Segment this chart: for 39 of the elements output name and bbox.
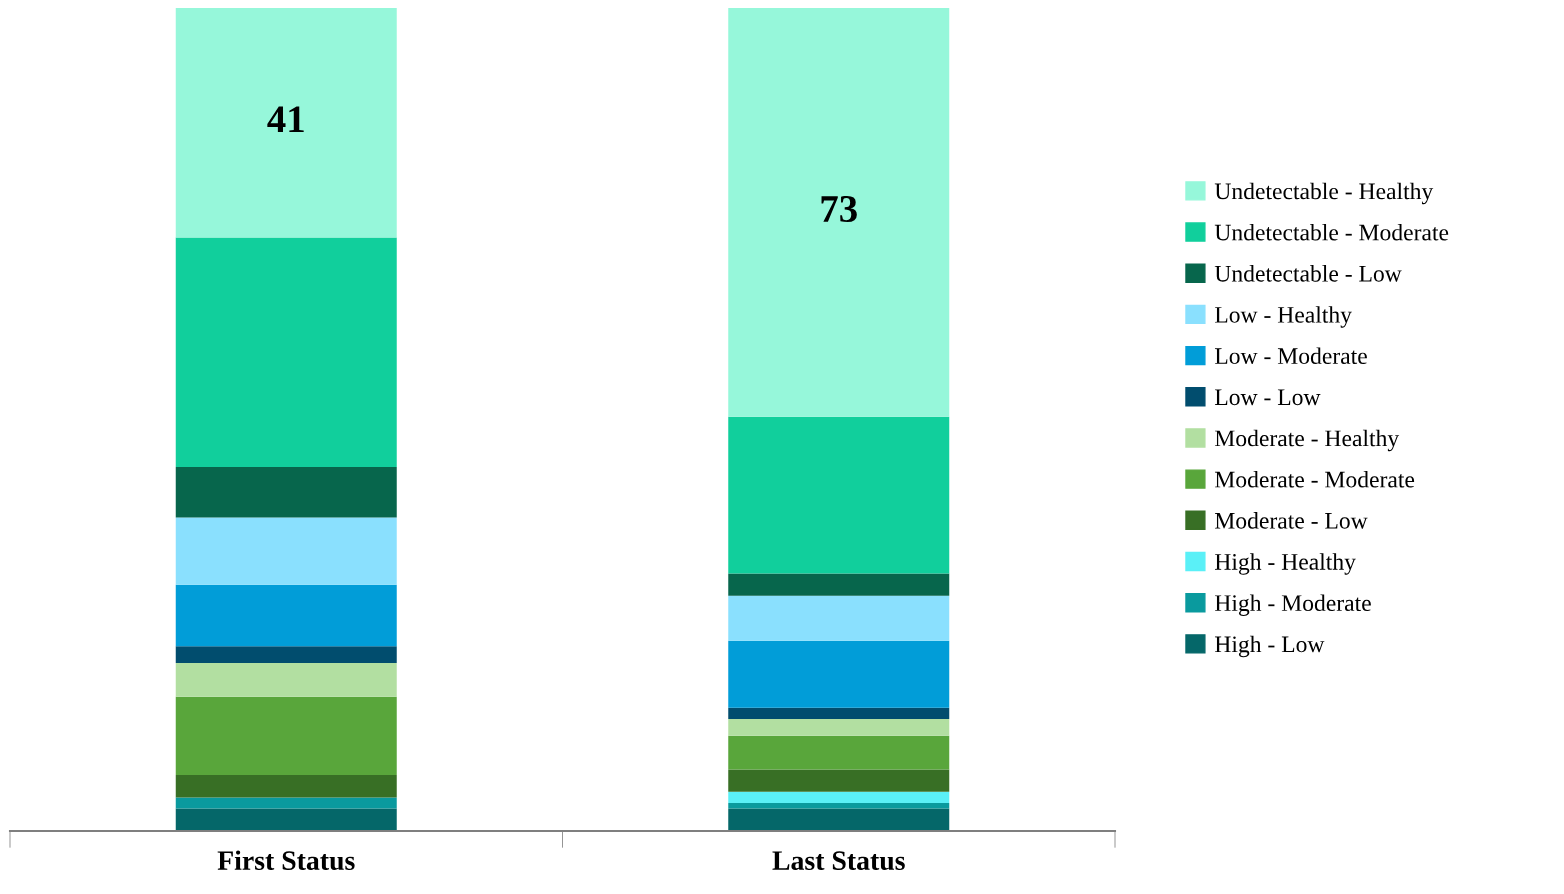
bar [175, 775, 397, 798]
legend-label: Moderate - Low [1214, 512, 1368, 529]
legend-label: Moderate - Moderate [1214, 470, 1415, 488]
legend-label: Low - Moderate [1214, 347, 1367, 365]
bar [175, 696, 397, 776]
legend-label: Low - Healthy [1214, 306, 1352, 328]
legend-label: Low - Low [1214, 389, 1321, 406]
bar [728, 640, 950, 708]
bar [175, 517, 397, 585]
bar [175, 237, 397, 468]
legend-label: Undetectable - Low [1214, 265, 1402, 282]
x-tick-label: Last Status [772, 851, 905, 871]
legend-label: Undetectable - Moderate [1214, 223, 1449, 241]
bar [175, 646, 397, 664]
bar [728, 719, 950, 736]
bar [175, 467, 397, 518]
bar [175, 808, 397, 831]
legend-label: High - Healthy [1214, 553, 1356, 575]
legend-label: High - Low [1214, 635, 1325, 658]
bar [175, 8, 397, 238]
bar [728, 735, 950, 770]
data-label: 73 [821, 195, 857, 223]
bar [175, 663, 397, 697]
bar [728, 707, 950, 720]
bar [175, 584, 397, 647]
bar [175, 797, 397, 809]
legend-label: Moderate - Healthy [1214, 429, 1400, 452]
bar [728, 573, 950, 596]
data-label: 41 [267, 106, 304, 133]
bar [728, 416, 950, 574]
bar [728, 769, 950, 792]
bar [728, 8, 950, 417]
legend-label: High - Moderate [1214, 594, 1371, 616]
bar [728, 808, 950, 831]
bar [728, 791, 950, 804]
bar [728, 595, 950, 641]
legend-label: Undetectable - Healthy [1214, 182, 1434, 205]
x-tick-label: First Status [217, 850, 355, 871]
bar [728, 803, 950, 809]
